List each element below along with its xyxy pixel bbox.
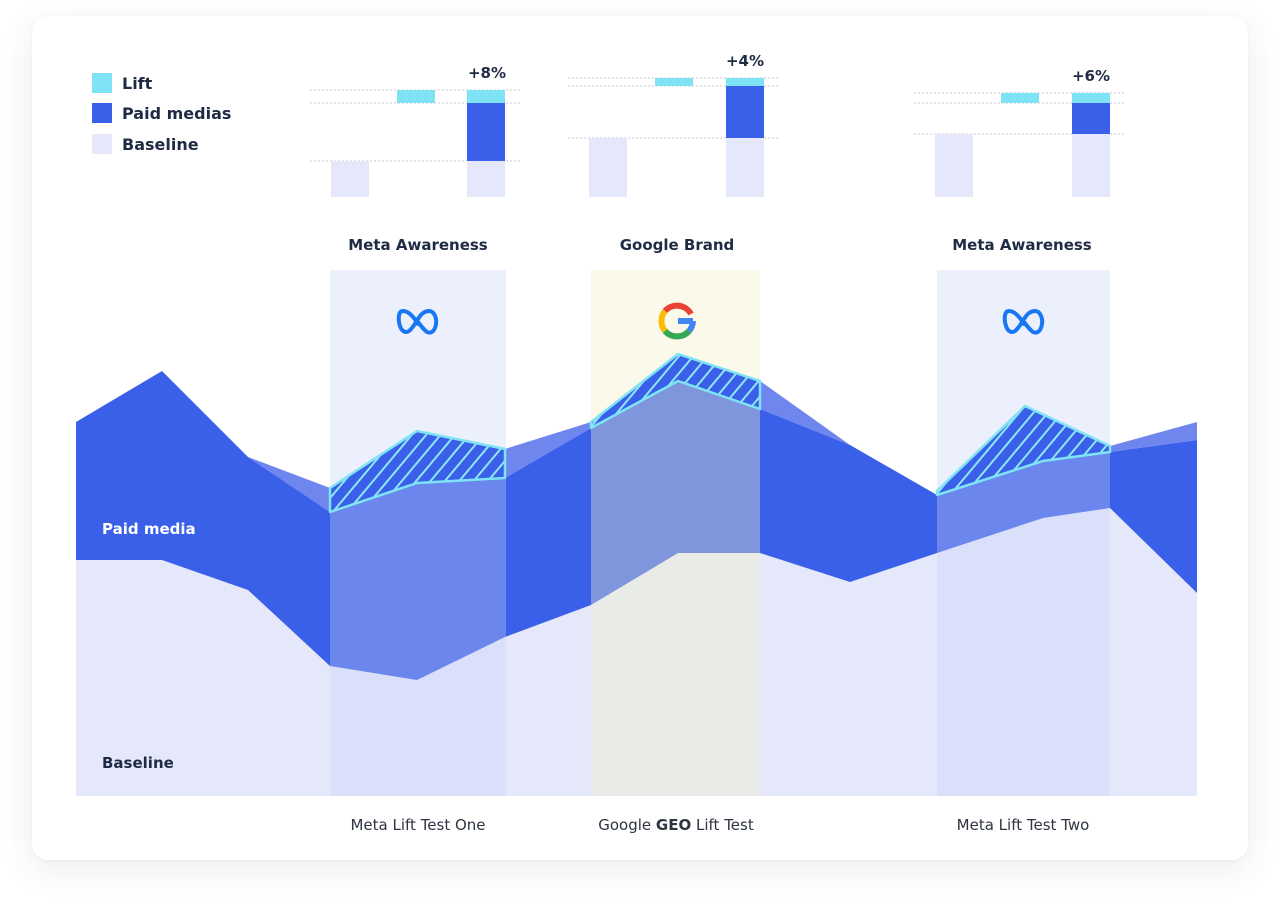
test-column-google — [591, 270, 760, 796]
test-label-2: Google GEO Lift Test — [598, 816, 754, 834]
lift-percentage: +8% — [468, 64, 506, 82]
baseline-bar — [1072, 134, 1110, 197]
lift-region-3 — [935, 404, 1112, 497]
test-column-meta-1 — [330, 270, 506, 796]
lift-percentage: +4% — [726, 52, 764, 70]
paid-bar — [1072, 103, 1110, 134]
legend-lift-swatch — [92, 73, 112, 93]
main-area-chart — [76, 270, 1197, 796]
baseline-bar — [935, 134, 973, 197]
baseline-bar — [589, 138, 627, 197]
test-label-1: Meta Lift Test One — [350, 816, 485, 834]
legend-lift-label: Lift — [122, 74, 153, 93]
google-logo-icon — [658, 302, 696, 340]
legend-baseline-label: Baseline — [122, 135, 199, 154]
paid-media-overlap — [248, 457, 330, 512]
lift-region-1 — [328, 429, 507, 514]
legend-paid-label: Paid medias — [122, 104, 231, 123]
paid-media-overlap — [505, 422, 591, 478]
test-label-3: Meta Lift Test Two — [957, 816, 1090, 834]
test-column-meta-2 — [937, 270, 1110, 796]
lift-bar — [467, 90, 505, 103]
test-label-2-bold: GEO — [656, 816, 691, 834]
legend: Lift Paid medias Baseline — [92, 73, 231, 154]
paid-media-area-label: Paid media — [102, 520, 196, 538]
paid-media-overlap — [760, 381, 850, 445]
mini-chart-2: +4% — [568, 52, 778, 197]
meta-logo-icon — [1002, 309, 1045, 335]
lift-bar — [726, 78, 764, 86]
campaign-title-3: Meta Awareness — [952, 236, 1092, 254]
lift-bar — [655, 78, 693, 86]
lift-bar — [1001, 93, 1039, 103]
baseline-area — [76, 508, 1197, 796]
baseline-bar — [467, 161, 505, 197]
paid-media-area — [76, 371, 1197, 680]
baseline-bar — [331, 161, 369, 197]
campaign-title-1: Meta Awareness — [348, 236, 488, 254]
mini-chart-3: +6% — [914, 67, 1124, 197]
baseline-bar — [726, 138, 764, 197]
test-label-2-pre: Google — [598, 816, 656, 834]
paid-media-overlap — [1110, 422, 1197, 452]
campaign-title-2: Google Brand — [620, 236, 735, 254]
baseline-area-label: Baseline — [102, 754, 174, 772]
lift-region-2 — [589, 352, 762, 430]
lift-bar — [397, 90, 435, 103]
lift-bar — [1072, 93, 1110, 103]
test-label-2-post: Lift Test — [691, 816, 754, 834]
lift-percentage: +6% — [1072, 67, 1110, 85]
legend-paid-swatch — [92, 103, 112, 123]
meta-logo-icon — [396, 309, 439, 335]
paid-bar — [467, 103, 505, 161]
mini-chart-1: +8% — [310, 64, 520, 197]
paid-bar — [726, 86, 764, 138]
legend-baseline-swatch — [92, 134, 112, 154]
